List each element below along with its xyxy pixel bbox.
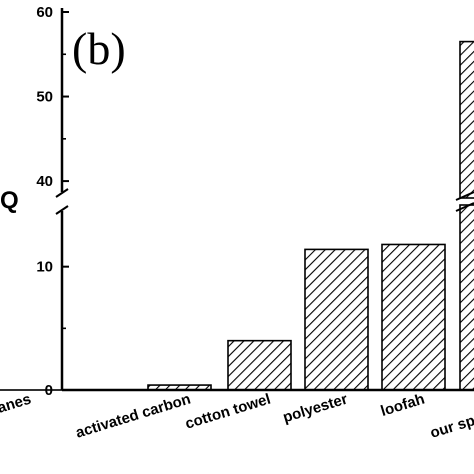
bar-5-lower xyxy=(459,204,474,391)
bar-break-mark xyxy=(455,191,474,201)
category-label: cotton towel xyxy=(183,391,272,433)
y-axis-label: Q xyxy=(0,187,19,214)
bar-5-upper xyxy=(459,40,474,199)
bar-2 xyxy=(227,339,292,391)
axis-break-mark xyxy=(55,188,69,198)
category-label: loofah xyxy=(379,391,427,420)
y-tick-labels: 0 10 40 50 60 xyxy=(36,4,53,399)
y-tick-label: 60 xyxy=(36,4,53,21)
y-tick-label: 0 xyxy=(45,382,53,399)
panel-label: (b) xyxy=(72,23,126,74)
bar-4 xyxy=(381,243,446,391)
y-tick-label: 10 xyxy=(36,259,53,276)
category-label: activated carbon xyxy=(74,391,193,442)
axes xyxy=(55,8,474,392)
category-label: polyester xyxy=(281,391,350,427)
category-label: polyurethanes xyxy=(0,391,33,437)
y-tick-label: 50 xyxy=(36,89,53,106)
axis-break-mark xyxy=(55,205,69,215)
bar-3 xyxy=(304,248,369,391)
bars xyxy=(0,40,474,391)
category-label: our sponge xyxy=(428,402,474,442)
bar-break-mark xyxy=(455,202,474,212)
y-tick-label: 40 xyxy=(36,173,53,190)
